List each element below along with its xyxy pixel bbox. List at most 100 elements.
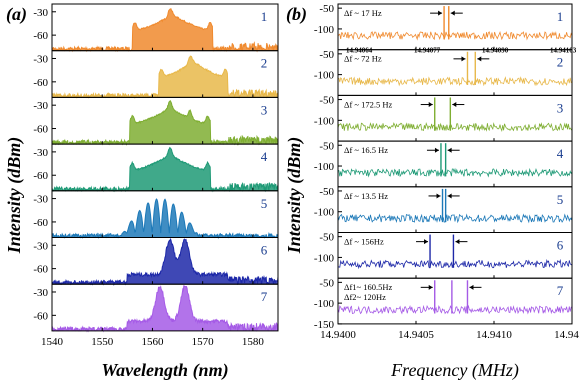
subplot-index: 2 [557, 55, 564, 70]
subplot-frame [337, 277, 573, 325]
arrow-head [477, 56, 482, 62]
y-tick-label: -60 [33, 124, 48, 136]
x-tick-label: 14.9405 [398, 329, 434, 341]
y-tick-label: -30 [33, 100, 48, 112]
y-tick-label: -50 [319, 277, 334, 289]
y-tick-label: -100 [314, 207, 335, 219]
noise-trace-4 [337, 167, 573, 178]
arrow-head [428, 102, 433, 108]
spectrum-fill-5 [52, 199, 278, 238]
delta-f-label: Δf ~ 16.5 Hz [344, 145, 388, 155]
noise-trace-7 [337, 304, 573, 315]
arrow-head [450, 10, 455, 16]
panel-a: -30 -60 1 -30 -60 2 -30 -60 3 -30 -60 4 -30 -60 5 -30 -6… [4, 3, 279, 381]
subplot-b-3: -50 -100 Δf ~ 172.5 Hz 3 [314, 95, 573, 142]
spectrum-fill-4 [52, 147, 278, 191]
inset-tick-label: 14.94103 [550, 47, 577, 55]
y-tick-label: -30 [33, 7, 48, 19]
spectrum-line-5 [51, 198, 279, 240]
subplot-a-3: -30 -60 3 [33, 96, 279, 146]
y-axis-label: Intensity (dBm) [4, 137, 25, 255]
arrow-head [438, 10, 443, 16]
subplot-index: 5 [261, 196, 268, 211]
inset-tick-label: 14.94090 [482, 47, 509, 55]
subplot-index: 6 [261, 243, 268, 258]
panel-label: (a) [6, 4, 27, 25]
x-tick-label: 1560 [141, 336, 164, 348]
delta-f-label: Δf ~ 17 Hz [344, 8, 382, 18]
subplot-a-1: -30 -60 1 [33, 3, 279, 53]
arrow-head [424, 239, 429, 245]
y-tick-label: -60 [33, 264, 48, 276]
y-tick-label: -30 [33, 287, 48, 299]
inset-tick-label: 14.94077 [414, 47, 441, 55]
subplot-a-7: -30 -60 7 [33, 283, 279, 333]
spectrum-line-3 [51, 100, 279, 146]
panel-label: (b) [286, 4, 307, 25]
arrow-head [447, 147, 452, 153]
y-tick-label: -100 [314, 115, 335, 127]
subplot-index: 3 [261, 102, 268, 117]
noise-trace-2 [337, 76, 573, 87]
subplot-b-5: -50 -100 Δf ~ 13.5 Hz 5 [314, 186, 573, 234]
subplot-index: 4 [261, 149, 268, 164]
delta-f-label: Δf ~ 72 Hz [344, 54, 382, 64]
arrow-head [469, 284, 474, 290]
subplot-index: 3 [557, 100, 564, 115]
subplot-a-4: -30 -60 4 [33, 143, 279, 193]
spectrum-line-4 [51, 146, 279, 193]
subplot-a-6: -30 -60 6 [33, 237, 279, 287]
spectrum-line-6 [51, 237, 279, 287]
arrow-head [428, 284, 433, 290]
y-tick-label: -100 [314, 252, 335, 264]
y-tick-label: -50 [319, 95, 334, 107]
delta-f2-label: Δf2~ 120Hz [344, 292, 386, 302]
subplot-b-1: -50 -100 Δf ~ 17 Hz 1 [314, 3, 573, 51]
y-tick-label: -50 [319, 3, 334, 15]
subplot-index: 6 [557, 238, 564, 253]
y-tick-label: -30 [33, 240, 48, 252]
subplot-index: 2 [261, 56, 268, 71]
arrow-head [434, 147, 439, 153]
subplot-frame [51, 283, 279, 332]
subplot-index: 7 [557, 283, 564, 298]
y-tick-label: -50 [319, 49, 334, 61]
y-tick-label: -100 [314, 24, 335, 36]
y-tick-label: -60 [33, 77, 48, 89]
spectrum-fill-2 [52, 56, 278, 98]
subplot-index: 1 [557, 9, 564, 24]
arrow-head [447, 193, 452, 199]
subplot-b-6: -50 -100 Δf ~ 156Hz 6 [314, 232, 573, 279]
subplot-index: 5 [557, 192, 564, 207]
y-axis-label: Intensity (dBm) [284, 137, 305, 255]
y-tick-label: -150 [314, 319, 335, 331]
delta-f-label: Δf1~ 160.5Hz [344, 282, 393, 292]
x-tick-label: 14.9415 [554, 329, 580, 341]
spectrum-fill-7 [52, 285, 278, 331]
subplot-a-2: -30 -60 2 [33, 50, 279, 100]
y-tick-label: -60 [33, 310, 48, 322]
y-tick-label: -30 [33, 147, 48, 159]
subplot-index: 4 [557, 146, 564, 161]
spectrum-line-1 [51, 7, 279, 53]
y-tick-label: -100 [314, 298, 335, 310]
subplot-a-5: -30 -60 5 [33, 190, 279, 240]
arrow-head [455, 239, 460, 245]
subplot-index: 1 [261, 9, 268, 24]
arrow-head [452, 102, 457, 108]
subplot-b-4: -50 -100 Δf ~ 16.5 Hz 4 [314, 140, 573, 188]
y-tick-label: -60 [33, 217, 48, 229]
y-tick-label: -50 [319, 140, 334, 152]
inset-tick-label: 14.94064 [346, 47, 373, 55]
noise-trace-5 [337, 213, 573, 224]
delta-f-label: Δf ~ 13.5 Hz [344, 191, 388, 201]
y-tick-label: -50 [319, 186, 334, 198]
spectrum-fill-1 [52, 8, 278, 51]
arrow-head [461, 56, 466, 62]
y-tick-label: -50 [319, 232, 334, 244]
x-tick-label: 1570 [192, 336, 215, 348]
spectrum-fill-3 [52, 100, 278, 145]
